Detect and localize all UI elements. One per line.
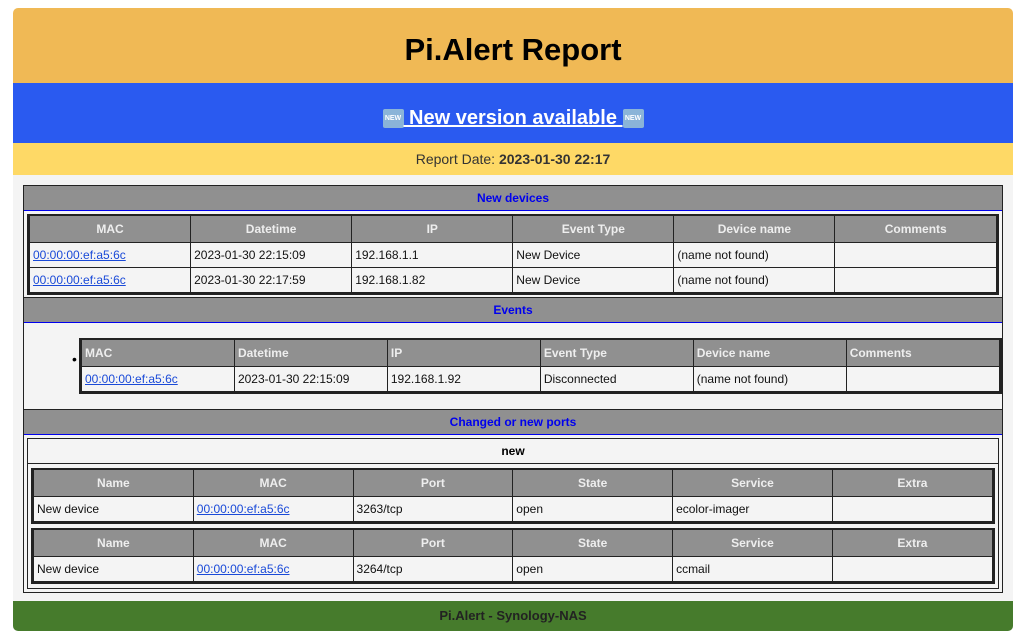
events-table: MAC Datetime IP Event Type Device name Commen… <box>81 340 1001 392</box>
table-cell: ccmail <box>672 556 833 582</box>
report: Pi.Alert Report NEW New version availabl… <box>13 8 1013 631</box>
table-cell: 3263/tcp <box>352 496 514 522</box>
column-header: Device name <box>692 340 847 367</box>
ports-group: new Name MAC Port State Service Extra New devi… <box>27 438 999 589</box>
column-header: Name <box>33 470 194 497</box>
table-cell: 00:00:00:ef:a5:6c <box>28 267 192 293</box>
column-header: State <box>512 470 674 497</box>
new-badge-icon: NEW <box>382 109 404 129</box>
table-cell: ecolor-imager <box>672 496 833 522</box>
footer: Pi.Alert - Synology-NAS <box>13 601 1013 631</box>
table-cell <box>834 267 997 293</box>
ports-table: Name MAC Port State Service Extra New device 00… <box>33 470 994 522</box>
table-cell: 2023-01-30 22:17:59 <box>190 267 353 293</box>
column-header: IP <box>386 340 541 367</box>
mac-link[interactable]: 00:00:00:ef:a5:6c <box>196 502 290 516</box>
new-badge-icon: NEW <box>622 109 644 129</box>
table-cell: 192.168.1.1 <box>351 242 514 268</box>
mac-link[interactable]: 00:00:00:ef:a5:6c <box>196 562 290 576</box>
column-header: State <box>512 530 674 557</box>
table-row: New device 00:00:00:ef:a5:6c 3264/tcp open c… <box>33 556 994 582</box>
table-row: 00:00:00:ef:a5:6c 2023-01-30 22:15:09 192.… <box>28 242 997 268</box>
column-header: Comments <box>834 216 997 243</box>
table-cell: (name not found) <box>692 366 847 392</box>
mac-link[interactable]: 00:00:00:ef:a5:6c <box>33 273 126 287</box>
mac-link[interactable]: 00:00:00:ef:a5:6c <box>85 372 178 386</box>
column-header: MAC <box>81 340 235 367</box>
column-header: Name <box>33 530 194 557</box>
column-header: Device name <box>673 216 836 243</box>
table-cell: 00:00:00:ef:a5:6c <box>81 366 235 392</box>
table-cell: 3264/tcp <box>352 556 514 582</box>
new-devices-title: New devices <box>24 186 1002 211</box>
table-cell: New Device <box>512 267 675 293</box>
table-cell: Disconnected <box>539 366 694 392</box>
column-header: MAC <box>192 530 354 557</box>
table-cell: open <box>512 556 674 582</box>
new-version-link[interactable]: New version available <box>403 107 623 129</box>
table-row: New device 00:00:00:ef:a5:6c 3263/tcp open e… <box>33 496 994 522</box>
column-header: MAC <box>28 216 192 243</box>
table-cell: 2023-01-30 22:15:09 <box>233 366 388 392</box>
table-cell: (name not found) <box>673 267 836 293</box>
report-date-label: Report Date: <box>415 151 499 167</box>
column-header: IP <box>351 216 514 243</box>
table-cell <box>831 556 994 582</box>
column-header: Extra <box>831 470 994 497</box>
table-cell: 00:00:00:ef:a5:6c <box>192 496 354 522</box>
report-date-value: 2023-01-30 22:17 <box>498 151 611 167</box>
table-row: 00:00:00:ef:a5:6c 2023-01-30 22:17:59 192.… <box>28 267 997 293</box>
column-header: Comments <box>845 340 1001 367</box>
mac-link[interactable]: 00:00:00:ef:a5:6c <box>33 248 126 262</box>
new-version-banner: NEW New version available NEW <box>13 83 1013 143</box>
new-devices-table: MAC Datetime IP Event Type Device name Commen… <box>28 216 997 293</box>
column-header: Extra <box>831 530 994 557</box>
column-header: Port <box>352 530 514 557</box>
table-cell: New device <box>33 496 194 522</box>
table-cell: 00:00:00:ef:a5:6c <box>28 242 192 268</box>
column-header: Service <box>672 470 833 497</box>
table-cell: 2023-01-30 22:15:09 <box>190 242 353 268</box>
table-cell: 192.168.1.92 <box>386 366 541 392</box>
ports-title: Changed or new ports <box>24 409 1002 435</box>
report-date: Report Date: 2023-01-30 22:17 <box>13 143 1013 175</box>
column-header: Port <box>352 470 514 497</box>
table-cell <box>845 366 1001 392</box>
table-cell: (name not found) <box>673 242 836 268</box>
bullet-icon: • <box>72 351 77 367</box>
column-header: Service <box>672 530 833 557</box>
column-header: Datetime <box>190 216 353 243</box>
report-sections: New devices MAC Datetime IP Event Type Devic… <box>23 185 1003 593</box>
column-header: Event Type <box>512 216 675 243</box>
table-row: 00:00:00:ef:a5:6c 2023-01-30 22:15:09 192.… <box>81 366 1001 392</box>
table-cell: New device <box>33 556 194 582</box>
ports-table: Name MAC Port State Service Extra New device 00… <box>33 530 994 582</box>
column-header: Datetime <box>233 340 388 367</box>
table-cell <box>831 496 994 522</box>
table-cell: 00:00:00:ef:a5:6c <box>192 556 354 582</box>
column-header: MAC <box>192 470 354 497</box>
column-header: Event Type <box>539 340 694 367</box>
table-cell: open <box>512 496 674 522</box>
ports-group-label: new <box>28 439 998 464</box>
table-cell: New Device <box>512 242 675 268</box>
page-title: Pi.Alert Report <box>13 8 1013 83</box>
events-title: Events <box>24 297 1002 323</box>
table-cell <box>834 242 997 268</box>
table-cell: 192.168.1.82 <box>351 267 514 293</box>
